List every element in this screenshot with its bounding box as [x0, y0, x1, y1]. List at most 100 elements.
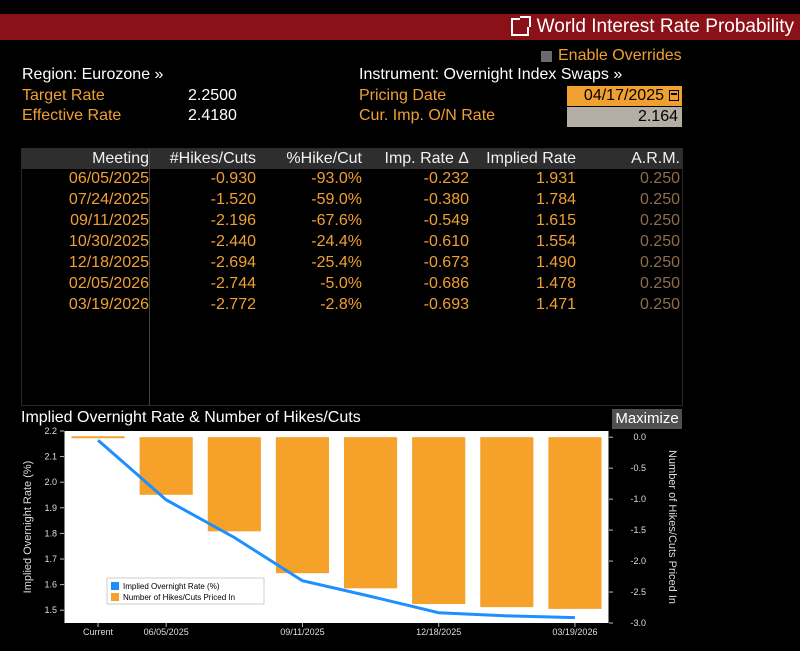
table-row[interactable]: 07/24/2025 -1.520 -59.0% -0.380 1.784 0.…	[22, 191, 682, 212]
target-rate-value: 2.2500	[188, 87, 237, 104]
pct-hike-cut-cell: -25.4%	[311, 254, 362, 271]
window-title: World Interest Rate Probability	[536, 16, 794, 37]
implied-rate-cell: 1.471	[535, 296, 576, 313]
arm-cell: 0.250	[639, 233, 680, 250]
col-header-imp-rate-delta[interactable]: Imp. Rate Δ	[384, 150, 470, 167]
effective-rate-value: 2.4180	[188, 107, 237, 124]
pct-hike-cut-cell: -67.6%	[311, 212, 362, 229]
hikes-cuts-cell: -2.196	[210, 212, 256, 229]
bar-mark	[343, 437, 398, 589]
legend-label-rate: Implied Overnight Rate (%)	[123, 582, 220, 591]
y-left-tick-label: 2.1	[44, 452, 57, 462]
col-header-pct-hike-cut[interactable]: %Hike/Cut	[286, 150, 362, 167]
y-left-tick-label: 1.9	[44, 503, 57, 513]
table-row[interactable]: 09/11/2025 -2.196 -67.6% -0.549 1.615 0.…	[22, 212, 682, 233]
meeting-cell: 03/19/2026	[68, 296, 149, 313]
legend-label-hikes: Number of Hikes/Cuts Priced In	[123, 593, 235, 602]
meetings-table: Meeting #Hikes/Cuts %Hike/Cut Imp. Rate …	[21, 148, 683, 406]
y-left-tick-label: 2.0	[44, 477, 57, 487]
implied-rate-cell: 1.615	[535, 212, 576, 229]
y-left-tick-label: 1.7	[44, 554, 57, 564]
y-right-tick-label: -2.0	[630, 556, 646, 566]
chart-title: Implied Overnight Rate & Number of Hikes…	[21, 409, 361, 426]
pricing-date-value[interactable]: 04/17/2025	[583, 87, 664, 104]
bar-mark	[480, 437, 534, 608]
col-header-meeting[interactable]: Meeting	[92, 150, 149, 167]
legend-swatch-hikes	[111, 593, 119, 601]
imp-rate-delta-cell: -0.380	[423, 191, 469, 208]
pricing-date-label: Pricing Date	[359, 87, 447, 104]
meeting-cell: 10/30/2025	[68, 233, 149, 250]
cur-imp-rate-field[interactable]: 2.164	[567, 107, 682, 127]
pct-hike-cut-cell: -5.0%	[320, 275, 362, 292]
checkbox-icon[interactable]	[541, 50, 552, 62]
x-tick-label: Current	[83, 627, 114, 637]
target-rate-label: Target Rate	[22, 87, 105, 104]
arm-cell: 0.250	[639, 254, 680, 271]
legend-swatch-rate	[111, 582, 119, 590]
arm-cell: 0.250	[639, 191, 680, 208]
imp-rate-delta-cell: -0.693	[423, 296, 469, 313]
pct-hike-cut-cell: -59.0%	[311, 191, 362, 208]
imp-rate-delta-cell: -0.549	[423, 212, 469, 229]
col-header-hikes-cuts[interactable]: #Hikes/Cuts	[169, 150, 256, 167]
table-row[interactable]: 12/18/2025 -2.694 -25.4% -0.673 1.490 0.…	[22, 254, 682, 275]
imp-rate-delta-cell: -0.673	[423, 254, 469, 271]
x-tick-label: 06/05/2025	[144, 627, 189, 637]
implied-rate-cell: 1.784	[535, 191, 576, 208]
imp-rate-delta-cell: -0.686	[423, 275, 469, 292]
arm-cell: 0.250	[639, 170, 680, 187]
table-row[interactable]: 02/05/2026 -2.744 -5.0% -0.686 1.478 0.2…	[22, 275, 682, 296]
table-row[interactable]: 10/30/2025 -2.440 -24.4% -0.610 1.554 0.…	[22, 233, 682, 254]
export-icon[interactable]	[510, 16, 531, 36]
col-header-arm[interactable]: A.R.M.	[631, 150, 680, 167]
bar-mark	[139, 437, 193, 495]
y-right-tick-label: -0.5	[630, 463, 646, 473]
y-right-axis-title: Number of Hikes/Cuts Priced In	[666, 450, 678, 604]
hikes-cuts-cell: -2.440	[210, 233, 256, 250]
enable-overrides-label: Enable Overrides	[558, 47, 682, 64]
meeting-cell: 09/11/2025	[70, 212, 149, 229]
instrument-selector[interactable]: Instrument: Overnight Index Swaps »	[359, 66, 623, 83]
calendar-icon[interactable]	[669, 90, 679, 101]
implied-rate-cell: 1.478	[535, 275, 576, 292]
legend-box	[106, 577, 265, 605]
bar-mark	[412, 437, 466, 605]
table-row[interactable]: 06/05/2025 -0.930 -93.0% -0.232 1.931 0.…	[22, 170, 682, 191]
col-header-implied-rate[interactable]: Implied Rate	[486, 150, 576, 167]
arm-cell: 0.250	[639, 212, 680, 229]
bar-mark	[207, 437, 261, 532]
meeting-cell: 07/24/2025	[68, 191, 149, 208]
hikes-cuts-cell: -2.744	[210, 275, 256, 292]
y-left-tick-label: 2.2	[44, 426, 57, 436]
implied-rate-cell: 1.554	[535, 233, 576, 250]
y-left-tick-label: 1.8	[44, 528, 57, 538]
maximize-button[interactable]: Maximize	[612, 409, 682, 429]
column-divider	[149, 149, 150, 405]
imp-rate-delta-cell: -0.610	[423, 233, 469, 250]
pricing-date-field[interactable]: 04/17/2025	[567, 86, 682, 106]
implied-rate-line	[97, 439, 575, 620]
meeting-cell: 12/18/2025	[68, 254, 149, 271]
y-left-tick-label: 1.6	[44, 580, 57, 590]
imp-rate-delta-cell: -0.232	[423, 170, 469, 187]
y-right-tick-label: -1.0	[630, 494, 646, 504]
implied-rate-cell: 1.490	[535, 254, 576, 271]
y-right-tick-label: -2.5	[630, 587, 646, 597]
cur-imp-rate-label: Cur. Imp. O/N Rate	[359, 107, 496, 124]
pct-hike-cut-cell: -93.0%	[311, 170, 362, 187]
table-row[interactable]: 03/19/2026 -2.772 -2.8% -0.693 1.471 0.2…	[22, 296, 682, 317]
y-right-tick-label: -1.5	[630, 525, 646, 535]
meeting-cell: 02/05/2026	[68, 275, 149, 292]
bar-mark	[275, 437, 330, 574]
region-selector[interactable]: Region: Eurozone »	[22, 66, 164, 83]
y-left-axis-title: Implied Overnight Rate (%)	[22, 461, 34, 594]
y-left-tick-label: 1.5	[44, 605, 57, 615]
y-right-tick-label: -3.0	[630, 618, 646, 628]
enable-overrides-toggle[interactable]: Enable Overrides	[541, 47, 682, 65]
effective-rate-label: Effective Rate	[22, 107, 122, 124]
hikes-cuts-cell: -1.520	[210, 191, 256, 208]
hikes-cuts-cell: -2.694	[210, 254, 256, 271]
hikes-cuts-cell: -2.772	[210, 296, 256, 313]
